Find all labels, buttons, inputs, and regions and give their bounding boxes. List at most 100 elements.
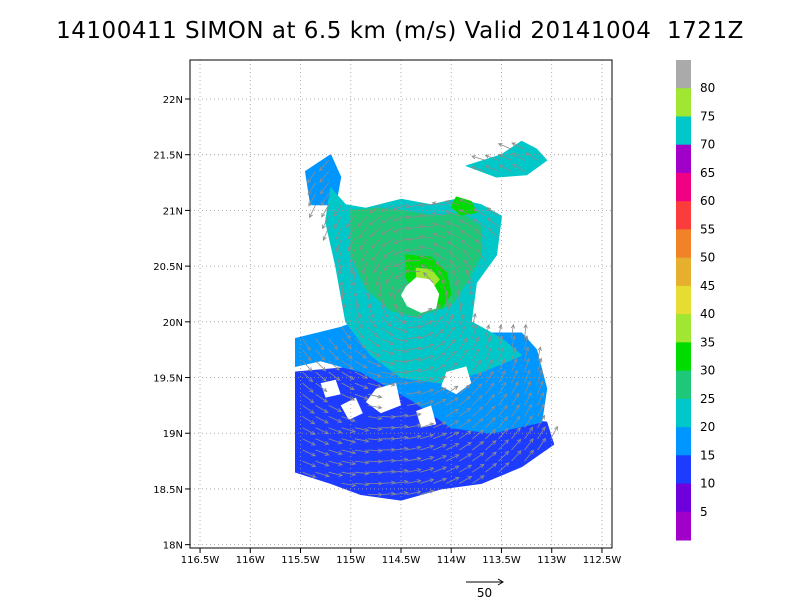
y-tick-label: 18.5N <box>153 485 183 496</box>
colorbar-label: 15 <box>700 448 715 462</box>
wind-vector-198 <box>419 355 435 362</box>
wind-cutout-gap-2 <box>365 383 401 414</box>
colorbar-label: 10 <box>700 477 715 491</box>
wind-vector-333 <box>446 231 460 239</box>
wind-vector-283 <box>389 282 395 298</box>
wind-vector-67 <box>524 438 534 451</box>
wind-vector-160 <box>380 382 396 387</box>
wind-vector-237 <box>445 326 455 339</box>
wind-vector-59 <box>419 444 435 451</box>
wind-vector-74 <box>367 437 383 442</box>
wind-vector-364 <box>486 207 499 217</box>
wind-vector-157 <box>341 382 355 391</box>
wind-vector-168 <box>511 369 518 384</box>
wind-vector-391 <box>524 152 538 161</box>
wind-vector-254 <box>471 312 477 328</box>
wind-vector-82 <box>472 429 485 440</box>
wind-vector-196 <box>393 359 409 364</box>
wind-vector-285 <box>422 271 434 284</box>
wind-vector-49 <box>524 449 534 462</box>
wind-vector-86 <box>524 426 534 440</box>
wind-vector-347 <box>445 221 460 228</box>
wind-vector-1 <box>380 491 396 496</box>
wind-vector-325 <box>347 238 356 252</box>
wind-vector-173 <box>328 371 341 381</box>
wind-vector-293 <box>385 271 395 285</box>
colorbar-swatch-16 <box>676 511 691 541</box>
x-tick-label: 112.5W <box>583 555 622 566</box>
wind-vector-244 <box>341 327 351 340</box>
wind-vector-369 <box>380 204 395 212</box>
wind-vector-36 <box>354 460 370 465</box>
wind-vector-341 <box>369 226 382 238</box>
colorbar: 5 10 15 20 25 30 35 40 45 50 55 60 65 70 75 80 <box>676 60 715 541</box>
wind-vector-277 <box>454 279 460 295</box>
wind-vector-340 <box>358 226 369 239</box>
wind-vector-393 <box>511 142 525 150</box>
wind-vector-297 <box>435 261 447 272</box>
wind-vector-111 <box>341 416 356 422</box>
wind-vector-150 <box>485 382 495 395</box>
wind-vector-308 <box>433 252 447 261</box>
wind-vector-202 <box>471 348 480 362</box>
colorbar-swatch-6 <box>676 229 691 259</box>
wind-vector-197 <box>406 357 422 362</box>
wind-vector-50 <box>302 449 317 457</box>
wind-vector-330 <box>405 237 421 242</box>
wind-vector-318 <box>405 248 421 253</box>
wind-vector-385 <box>511 163 525 172</box>
wind-vector-163 <box>419 377 435 384</box>
wind-vector-73 <box>354 438 370 443</box>
wind-vector-70 <box>315 438 330 445</box>
wind-vector-17 <box>315 471 330 478</box>
wind-vector-257 <box>380 316 392 327</box>
wind-vector-374 <box>444 200 460 206</box>
wind-vector-256 <box>367 316 377 329</box>
wind-vector-37 <box>367 459 383 464</box>
wind-vector-25 <box>419 467 435 473</box>
wind-vector-119 <box>485 405 496 417</box>
wind-vector-208 <box>302 349 312 362</box>
wind-vector-243 <box>523 323 528 339</box>
wind-vector-143 <box>367 393 383 399</box>
wind-vector-102 <box>472 418 484 429</box>
wind-vector-337 <box>322 226 330 241</box>
wind-vector-251 <box>432 316 444 328</box>
wind-vector-230 <box>354 338 366 349</box>
wind-vector-275 <box>393 293 399 309</box>
wind-vector-20 <box>354 471 370 476</box>
wind-vector-278 <box>467 279 473 295</box>
wind-vector-344 <box>405 226 421 231</box>
colorbar-swatch-4 <box>676 172 691 202</box>
wind-vector-248 <box>393 327 409 333</box>
wind-vector-180 <box>419 366 435 373</box>
wind-vector-221 <box>471 336 479 350</box>
y-tick-label: 21N <box>163 206 183 217</box>
x-tick-label: 115.5W <box>281 555 320 566</box>
wind-vector-3 <box>406 490 422 495</box>
wind-vector-224 <box>511 335 516 350</box>
wind-vector-2 <box>393 491 409 496</box>
wind-vector-326 <box>359 238 369 251</box>
wind-vector-124 <box>302 405 315 414</box>
wind-vector-342 <box>381 226 395 235</box>
wind-vector-373 <box>431 201 447 206</box>
wind-vector-54 <box>354 449 370 454</box>
colorbar-swatch-12 <box>676 398 691 428</box>
wind-vector-89 <box>302 427 316 435</box>
wind-vector-376 <box>308 193 316 207</box>
wind-vector-65 <box>498 439 509 451</box>
wind-vector-174 <box>341 371 355 380</box>
wind-vector-329 <box>393 237 408 244</box>
colorbar-label: 20 <box>700 420 715 434</box>
y-tick-label: 19.5N <box>153 374 183 385</box>
wind-vector-241 <box>498 323 503 339</box>
wind-vector-238 <box>458 325 466 339</box>
wind-vector-110 <box>328 416 343 423</box>
wind-vector-222 <box>485 335 491 350</box>
colorbar-label: 35 <box>700 335 715 349</box>
wind-vector-155 <box>302 382 314 393</box>
colorbar-swatch-15 <box>676 483 691 513</box>
colorbar-swatch-7 <box>676 257 691 287</box>
